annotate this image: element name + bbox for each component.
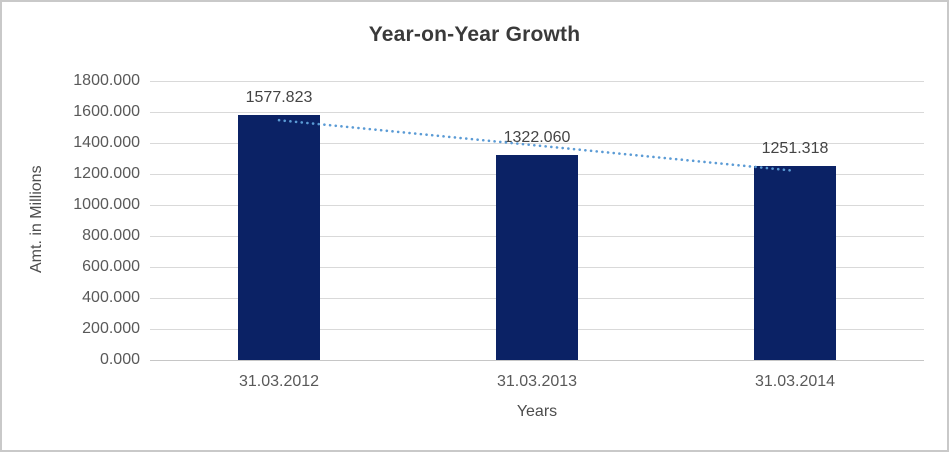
y-tick-label: 400.000	[82, 289, 140, 306]
bar	[754, 166, 836, 360]
gridline	[150, 111, 924, 113]
y-tick-label: 1000.000	[73, 196, 140, 213]
y-tick-label: 0.000	[99, 351, 140, 368]
x-axis-title: Years	[516, 403, 558, 420]
y-tick-label: 200.000	[82, 320, 140, 337]
y-tick-label: 800.000	[82, 227, 140, 244]
y-tick-label: 1800.000	[73, 72, 140, 89]
y-tick-label: 1600.000	[73, 103, 140, 120]
y-tick-label: 1200.000	[73, 165, 140, 182]
y-axis-title: Amt. in Millions	[28, 165, 45, 274]
x-tick-label: 31.03.2013	[496, 373, 578, 390]
bar-value-label: 1322.060	[503, 129, 571, 147]
chart-title: Year-on-Year Growth	[368, 23, 581, 46]
bar	[238, 115, 320, 360]
y-tick-label: 600.000	[82, 258, 140, 275]
x-tick-label: 31.03.2012	[238, 373, 320, 390]
bar	[496, 155, 578, 360]
bar-value-label: 1577.823	[245, 89, 313, 107]
x-axis-line	[150, 359, 924, 361]
y-tick-label: 1400.000	[73, 134, 140, 151]
bar-value-label: 1251.318	[761, 140, 829, 158]
gridline	[150, 80, 924, 82]
x-tick-label: 31.03.2014	[754, 373, 836, 390]
